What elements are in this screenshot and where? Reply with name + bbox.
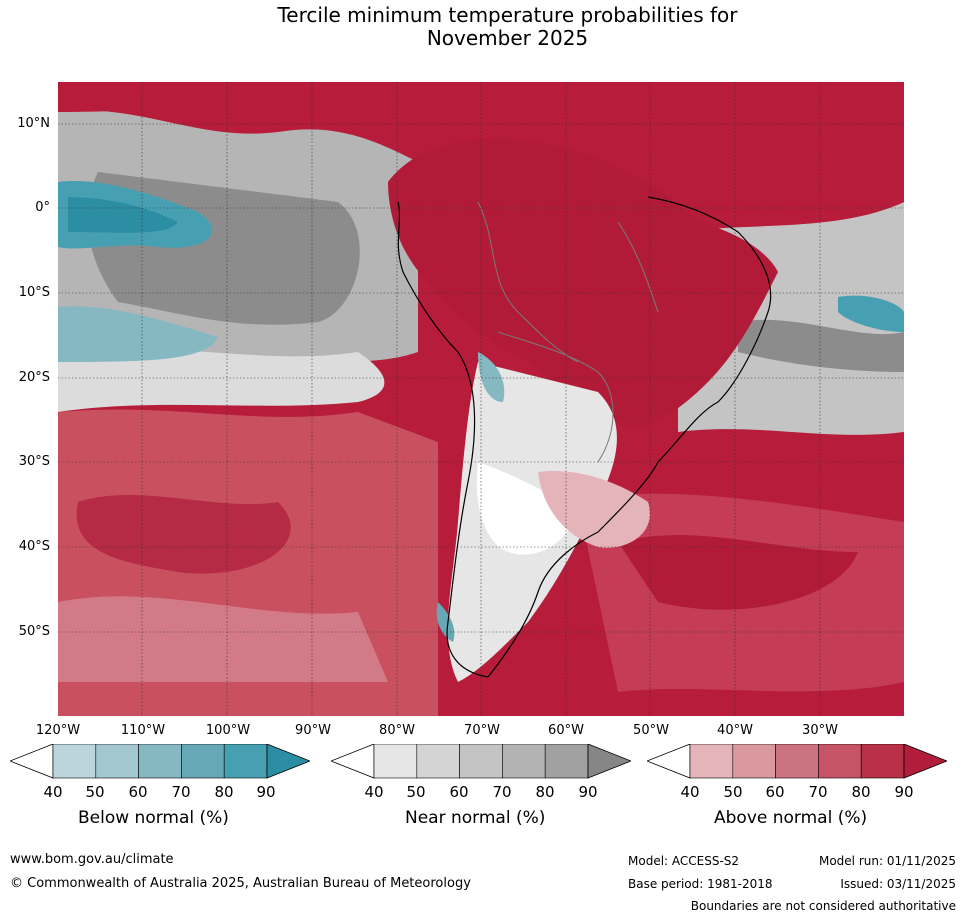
copyright-text: © Commonwealth of Australia 2025, Austra… — [10, 876, 471, 891]
near-colorbar-segment-2 — [416, 744, 460, 779]
lat-label-10n: 10°N — [17, 116, 50, 131]
country-borders — [477, 201, 659, 463]
below-colorbar-segment-5 — [223, 744, 268, 779]
above-colorbar-segment-5 — [860, 744, 905, 779]
lat-label-40s: 40°S — [18, 539, 50, 554]
below-tick-50: 50 — [85, 783, 105, 801]
above-tick-90: 90 — [894, 783, 914, 801]
lat-label-50s: 50°S — [18, 624, 50, 639]
above-colorbar-lower-extend — [647, 744, 691, 779]
title-line-1: Tercile minimum temperature probabilitie… — [277, 3, 738, 27]
south-pacific-core — [76, 494, 291, 574]
above-colorbar-segment-3 — [775, 744, 819, 779]
above-tick-80: 80 — [851, 783, 871, 801]
base-period-label: Base period: 1981-2018 — [628, 877, 773, 891]
southern-chile-blue — [436, 602, 455, 642]
near-normal-light-band — [58, 347, 385, 412]
below-tick-70: 70 — [171, 783, 191, 801]
lon-label-90w: 90°W — [295, 723, 331, 738]
below-normal-colorbar — [10, 744, 310, 779]
near-tick-80: 80 — [535, 783, 555, 801]
near-normal-colorbar — [331, 744, 631, 779]
lat-label-30s: 30°S — [18, 454, 50, 469]
near-colorbar-segment-1 — [373, 744, 418, 779]
model-label: Model: ACCESS-S2 — [628, 854, 740, 868]
above-colorbar-segment-4 — [818, 744, 862, 779]
above-colorbar-upper-extend — [903, 744, 947, 779]
lon-label-100w: 100°W — [205, 723, 251, 738]
below-tick-80: 80 — [214, 783, 234, 801]
above-colorbar-segment-1 — [689, 744, 734, 779]
below-tick-40: 40 — [43, 783, 63, 801]
above-tick-70: 70 — [808, 783, 828, 801]
below-colorbar-segment-2 — [95, 744, 139, 779]
below-normal-title: Below normal (%) — [78, 808, 229, 828]
lat-label-10s: 10°S — [18, 285, 50, 300]
coastlines — [397, 196, 772, 678]
near-colorbar-segment-4 — [502, 744, 546, 779]
lon-label-30w: 30°W — [802, 723, 838, 738]
model-run-label: Model run: 01/11/2025 — [818, 854, 956, 868]
atlantic-coastline — [487, 196, 772, 678]
near-tick-90: 90 — [578, 783, 598, 801]
near-normal-atlantic-core — [738, 319, 904, 372]
patagonia-white-region — [476, 462, 578, 555]
lon-label-60w: 60°W — [548, 723, 584, 738]
pampas-light-red — [538, 471, 650, 548]
map-title: Tercile minimum temperature probabilitie… — [0, 4, 965, 50]
map-canvas — [58, 82, 904, 716]
near-tick-70: 70 — [492, 783, 512, 801]
amazon-region — [388, 138, 778, 428]
issued-label: Issued: 03/11/2025 — [840, 877, 956, 891]
below-colorbar-upper-extend — [266, 744, 310, 779]
south-pacific-light-band — [58, 596, 388, 682]
lon-label-70w: 70°W — [464, 723, 500, 738]
altiplano-blue — [478, 352, 505, 402]
probability-map — [58, 82, 904, 716]
above-tick-40: 40 — [680, 783, 700, 801]
lat-label-20s: 20°S — [18, 370, 50, 385]
lon-label-110w: 110°W — [120, 723, 166, 738]
near-colorbar-segment-3 — [459, 744, 503, 779]
pacific-coastline — [397, 201, 489, 678]
below-normal-equatorial-core — [68, 197, 178, 233]
near-colorbar-segment-5 — [544, 744, 589, 779]
near-colorbar-lower-extend — [331, 744, 375, 779]
near-normal-title: Near normal (%) — [405, 808, 546, 828]
above-tick-60: 60 — [765, 783, 785, 801]
above-tick-50: 50 — [723, 783, 743, 801]
below-colorbar-segment-1 — [52, 744, 97, 779]
lon-label-40w: 40°W — [717, 723, 753, 738]
near-tick-60: 60 — [449, 783, 469, 801]
above-normal-title: Above normal (%) — [714, 808, 868, 828]
lat-label-0: 0° — [35, 200, 50, 215]
near-colorbar-upper-extend — [587, 744, 631, 779]
near-tick-40: 40 — [364, 783, 384, 801]
above-normal-colorbar — [647, 744, 947, 779]
below-normal-atlantic-patch — [838, 295, 904, 332]
lon-label-120w: 120°W — [35, 723, 81, 738]
below-normal-tropical-pacific — [58, 306, 218, 362]
below-tick-60: 60 — [128, 783, 148, 801]
above-colorbar-segment-2 — [732, 744, 776, 779]
graticule — [58, 82, 904, 716]
near-tick-50: 50 — [406, 783, 426, 801]
disclaimer-text: Boundaries are not considered authoritat… — [690, 899, 956, 913]
south-atlantic-core — [618, 535, 858, 610]
lon-label-50w: 50°W — [633, 723, 669, 738]
title-line-2: November 2025 — [426, 26, 589, 50]
lon-label-80w: 80°W — [379, 723, 415, 738]
website-link[interactable]: www.bom.gov.au/climate — [10, 852, 174, 867]
below-colorbar-segment-3 — [138, 744, 182, 779]
below-tick-90: 90 — [256, 783, 276, 801]
below-colorbar-segment-4 — [181, 744, 225, 779]
below-colorbar-lower-extend — [10, 744, 54, 779]
